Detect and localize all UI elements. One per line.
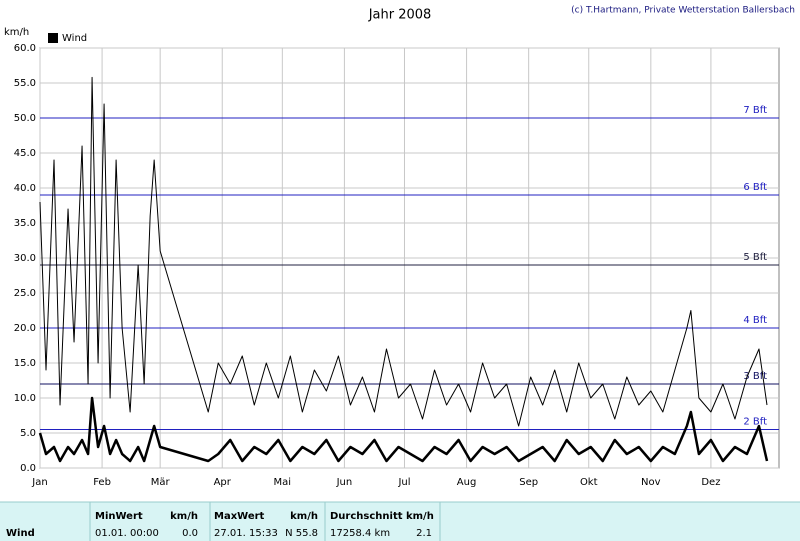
- y-tick-label: 25.0: [14, 288, 36, 299]
- footer-header: km/h: [290, 511, 318, 522]
- x-tick-label: Dez: [701, 477, 720, 488]
- footer-value: 2.1: [416, 528, 432, 539]
- x-tick-label: Mär: [151, 477, 171, 488]
- x-tick-label: Jun: [336, 477, 353, 488]
- x-tick-label: Okt: [580, 477, 598, 488]
- x-tick-label: Sep: [519, 477, 538, 488]
- legend-label: Wind: [62, 33, 87, 44]
- x-tick-label: Jul: [397, 477, 410, 488]
- y-tick-label: 45.0: [14, 148, 36, 159]
- y-tick-label: 60.0: [14, 43, 36, 54]
- x-tick-label: Mai: [274, 477, 292, 488]
- footer: [0, 502, 800, 541]
- footer-row-label: Wind: [6, 528, 35, 539]
- credit: (c) T.Hartmann, Private Wetterstation Ba…: [571, 6, 795, 16]
- reference-label: 7 Bft: [743, 105, 767, 116]
- footer-header: Durchschnitt km/h: [330, 511, 434, 522]
- y-tick-label: 5.0: [20, 428, 36, 439]
- y-tick-label: 0.0: [20, 463, 36, 474]
- footer-value: 17258.4 km: [330, 528, 390, 539]
- footer-value: 01.01. 00:00: [95, 528, 159, 539]
- data-line: [38, 396, 769, 463]
- data-line: [39, 76, 768, 427]
- y-axis-label: km/h: [4, 27, 29, 38]
- footer-header: MinWert: [95, 511, 143, 522]
- reference-label: 4 Bft: [743, 315, 767, 326]
- footer-header: km/h: [170, 511, 198, 522]
- y-tick-label: 10.0: [14, 393, 36, 404]
- y-tick-label: 30.0: [14, 253, 36, 264]
- y-tick-label: 20.0: [14, 323, 36, 334]
- legend-swatch: [48, 33, 58, 43]
- y-tick-label: 35.0: [14, 218, 36, 229]
- reference-label: 2 Bft: [743, 417, 767, 428]
- footer-value: 0.0: [182, 528, 198, 539]
- x-tick-label: Nov: [641, 477, 661, 488]
- footer-value: N 55.8: [285, 528, 318, 539]
- y-tick-label: 40.0: [14, 183, 36, 194]
- y-tick-label: 50.0: [14, 113, 36, 124]
- x-tick-label: Jan: [31, 477, 47, 488]
- footer-header: MaxWert: [214, 511, 265, 522]
- x-tick-label: Aug: [457, 477, 477, 488]
- x-tick-label: Apr: [214, 477, 232, 488]
- reference-label: 3 Bft: [743, 371, 767, 382]
- chart-title: Jahr 2008: [368, 8, 432, 23]
- y-tick-label: 15.0: [14, 358, 36, 369]
- reference-label: 6 Bft: [743, 182, 767, 193]
- reference-label: 5 Bft: [743, 252, 767, 263]
- footer-value: 27.01. 15:33: [214, 528, 278, 539]
- y-tick-label: 55.0: [14, 78, 36, 89]
- x-tick-label: Feb: [93, 477, 111, 488]
